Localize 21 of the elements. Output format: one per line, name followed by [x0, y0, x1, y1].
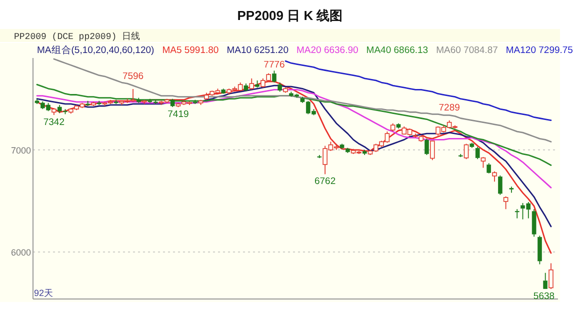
chart-subtitle: PP2009 (DCE pp2009) 日线 — [14, 31, 140, 42]
line-series — [36, 84, 552, 166]
y-tick-label: 6000 — [10, 248, 31, 258]
text: MA60 7084.87 — [436, 45, 498, 56]
chart-title: PP2009 日 K 线图 — [237, 8, 343, 23]
legend-title: MA组合(5,10,20,40,60,120) — [37, 44, 154, 56]
line-series — [284, 60, 552, 121]
annotation: 7289 — [438, 102, 460, 114]
annotation: 7419 — [168, 109, 189, 120]
annotation: 7596 — [122, 71, 144, 82]
text: MA5 5991.80 — [162, 45, 219, 56]
y-tick-label: 7000 — [10, 145, 31, 156]
text: MA20 6636.90 — [296, 45, 358, 56]
annotation: 6762 — [314, 176, 336, 188]
annotation: 5638 — [533, 290, 555, 302]
text: MA10 6251.20 — [226, 45, 288, 56]
text: MA120 7299.75 — [506, 45, 573, 56]
annotation: 92天 — [34, 288, 54, 298]
annotation: 7342 — [43, 116, 65, 128]
annotation: 7776 — [264, 60, 285, 71]
text: MA40 6866.13 — [366, 45, 428, 56]
